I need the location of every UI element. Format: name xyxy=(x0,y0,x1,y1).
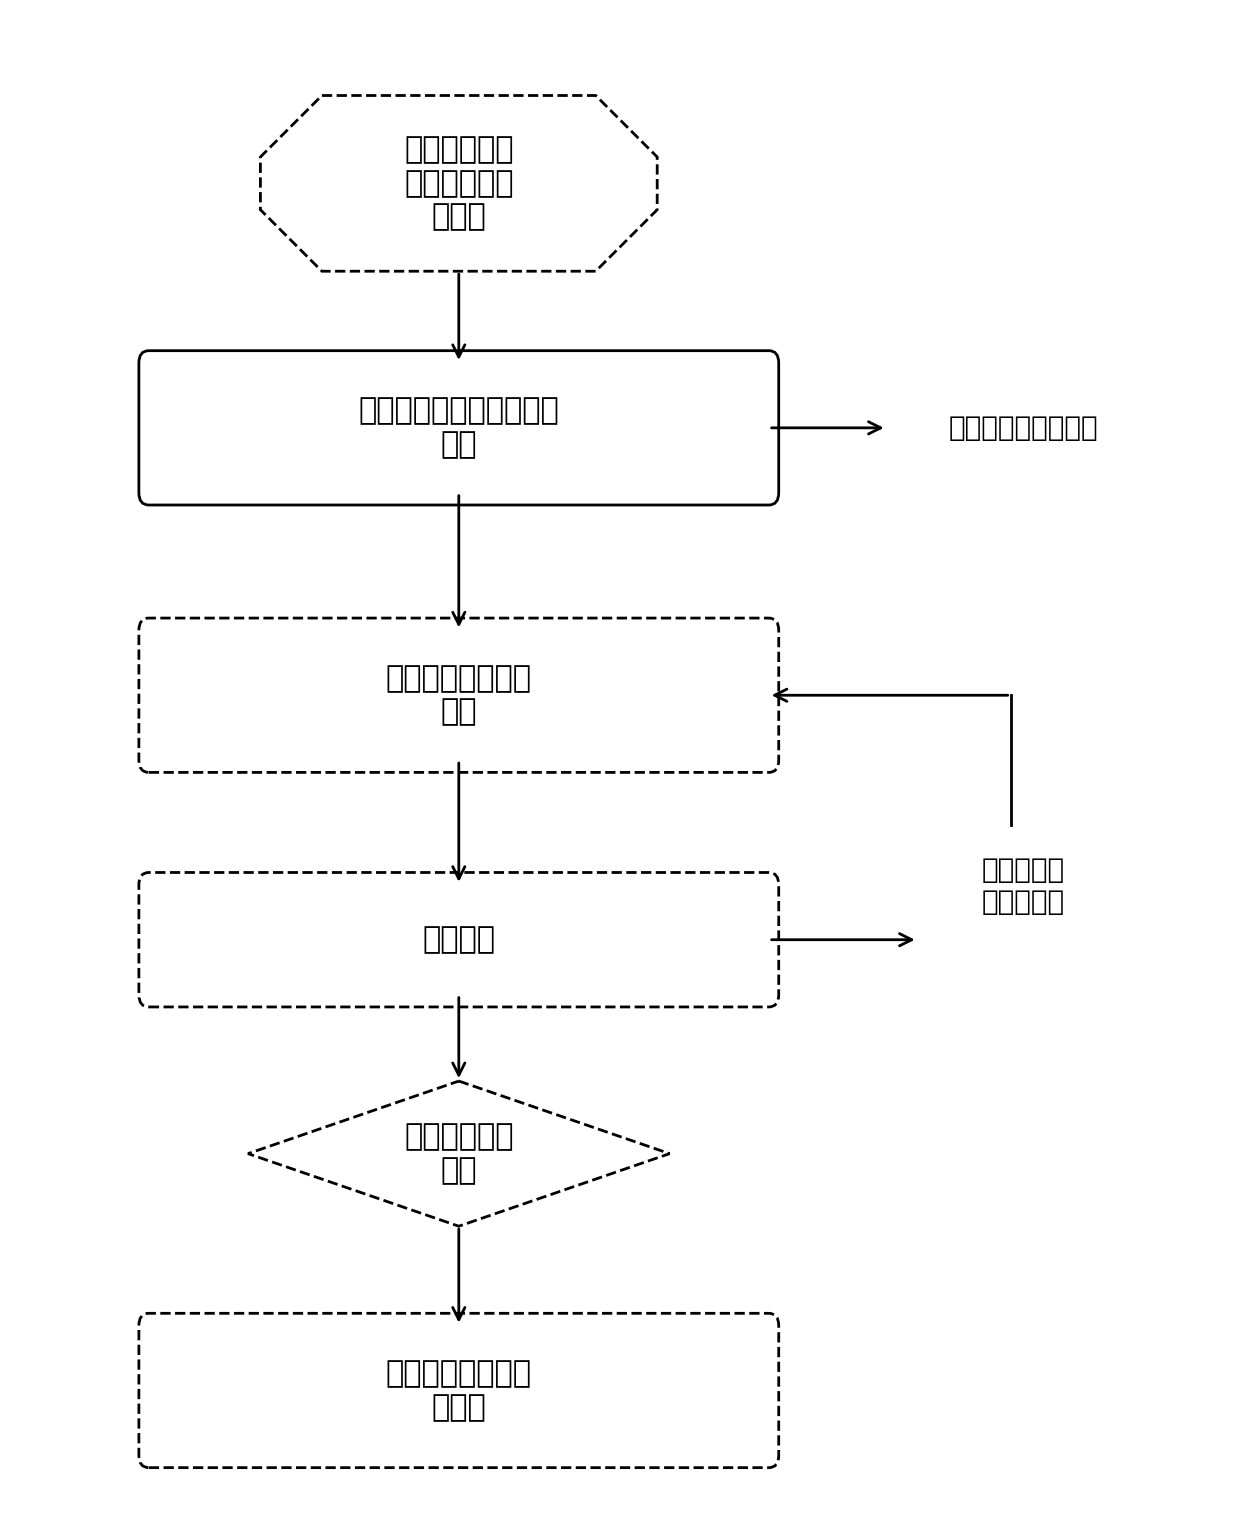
Text: 其他信号处理
算法: 其他信号处理 算法 xyxy=(404,1123,513,1184)
Text: 目标人体的
呼吸率预估: 目标人体的 呼吸率预估 xyxy=(981,856,1065,917)
Text: 光流计算: 光流计算 xyxy=(423,926,495,953)
Text: 微小运动放大技术
处理: 微小运动放大技术 处理 xyxy=(386,665,532,726)
FancyBboxPatch shape xyxy=(139,351,779,504)
FancyBboxPatch shape xyxy=(139,1313,779,1467)
Text: 热像仪或夜视
仪帧率和发射
率选择: 热像仪或夜视 仪帧率和发射 率选择 xyxy=(404,136,513,231)
Polygon shape xyxy=(260,95,657,272)
FancyBboxPatch shape xyxy=(139,617,779,772)
Polygon shape xyxy=(248,1082,670,1225)
Text: 目标人体的温度测量: 目标人体的温度测量 xyxy=(949,414,1097,442)
Text: 热像仪或夜视仪视频采集
过程: 热像仪或夜视仪视频采集 过程 xyxy=(358,397,559,458)
FancyBboxPatch shape xyxy=(139,872,779,1007)
Text: 目标人体的体温和
呼吸率: 目标人体的体温和 呼吸率 xyxy=(386,1360,532,1421)
